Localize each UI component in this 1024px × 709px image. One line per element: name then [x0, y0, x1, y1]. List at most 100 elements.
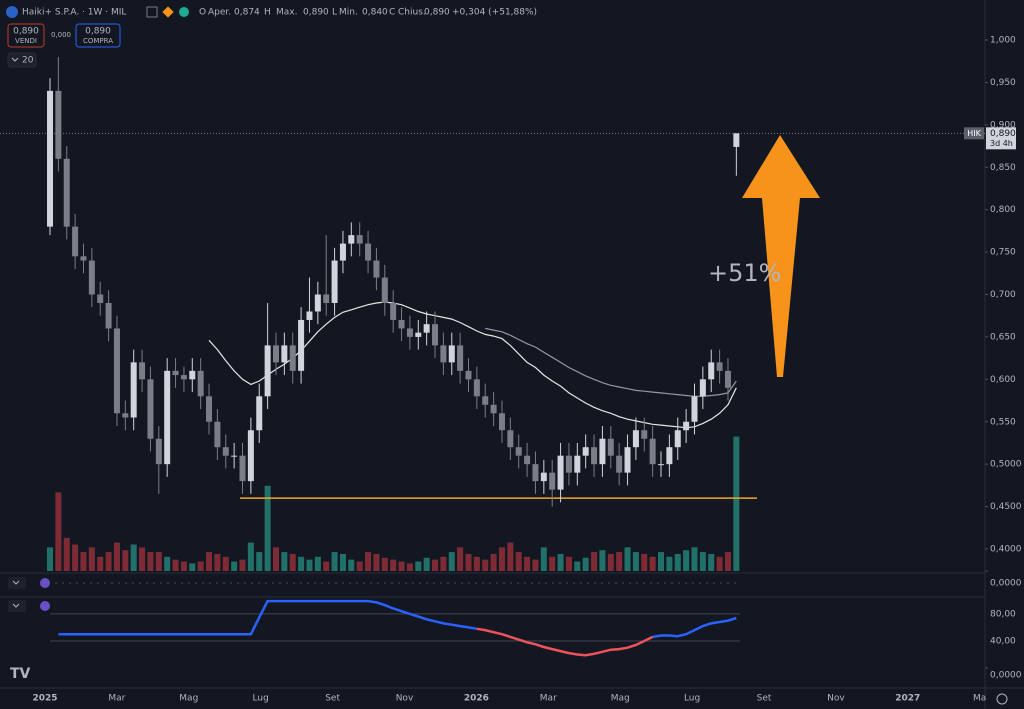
interval-toggle[interactable] — [7, 52, 37, 68]
volume-bar — [607, 553, 614, 571]
candle-body — [540, 472, 547, 482]
candle-body — [130, 362, 137, 418]
y-tick-label: 0,0000 — [990, 579, 1022, 589]
volume-bar — [373, 553, 380, 571]
candle-body — [306, 311, 313, 320]
candle-body — [708, 362, 715, 380]
candle-body — [139, 362, 146, 380]
settings-icon[interactable] — [996, 693, 1008, 705]
y-tick-label: 0,4500 — [990, 502, 1022, 512]
candle-body — [105, 302, 112, 329]
candle-body — [348, 235, 355, 244]
volume-bar — [231, 561, 238, 571]
volume-bar — [490, 553, 497, 571]
volume-bar — [122, 550, 129, 571]
candle-body — [649, 438, 656, 465]
icon[interactable] — [179, 7, 189, 17]
volume-bar — [582, 557, 589, 571]
volume-bar — [415, 561, 422, 571]
volume-bar — [272, 547, 279, 571]
candle-body — [97, 294, 104, 303]
ohlc-label: Chius. — [398, 8, 426, 18]
icon[interactable] — [146, 6, 158, 18]
volume-bar — [498, 547, 505, 571]
candle-body — [239, 455, 246, 482]
candle-body — [674, 430, 681, 448]
y-tick-label: 80,00 — [990, 609, 1016, 619]
candle-body — [390, 302, 397, 320]
indicator-icon[interactable] — [40, 601, 50, 611]
buy-label: COMPRA — [83, 37, 113, 45]
interval: 20 — [22, 56, 34, 66]
candle-body — [716, 362, 723, 371]
volume-bar — [457, 547, 464, 571]
candle-body — [549, 472, 556, 490]
candle-body — [457, 345, 464, 371]
candle-body — [55, 90, 62, 159]
candle-body — [607, 438, 614, 456]
y-tick-label: 0,550 — [990, 417, 1016, 427]
candle-body — [356, 235, 363, 244]
candle-body — [658, 464, 665, 466]
spread: 0,000 — [51, 31, 71, 39]
volume-bar — [381, 557, 388, 571]
volume-bar — [532, 559, 539, 571]
volume-bar — [515, 552, 522, 571]
candle-body — [490, 404, 497, 414]
y-tick-label: 0,600 — [990, 375, 1016, 385]
volume-bar — [465, 553, 472, 571]
ohlc-value: 0,840 — [362, 8, 388, 18]
candle-body — [88, 260, 95, 295]
x-tick-label: 2027 — [895, 694, 920, 704]
sell-button[interactable] — [7, 23, 45, 48]
volume-bar — [440, 556, 447, 571]
candle-body — [724, 370, 731, 388]
y-tick-label: 0,800 — [990, 205, 1016, 215]
volume-bar — [97, 556, 104, 571]
volume-bar — [306, 559, 313, 571]
volume-bar — [683, 550, 690, 571]
candle-body — [574, 455, 581, 473]
candle-body — [189, 370, 196, 380]
volume-bar — [540, 547, 547, 571]
price-tag-label: 0,890 — [990, 129, 1016, 139]
volume-bar — [180, 561, 187, 571]
y-tick-label: 0,700 — [990, 290, 1016, 300]
y-tick-label: 0,750 — [990, 248, 1016, 258]
candle-body — [432, 324, 439, 346]
ohlc-value: 0,890 — [303, 8, 329, 18]
candle-body — [289, 345, 296, 371]
arrow — [742, 135, 820, 377]
candle-body — [465, 370, 472, 380]
candle-body — [515, 447, 522, 456]
volume-bar — [482, 559, 489, 571]
candle-body — [683, 421, 690, 431]
x-tick-label: Mar — [540, 694, 557, 704]
ohlc-label: Max. — [276, 8, 297, 18]
oscillator-line — [476, 627, 654, 657]
x-tick-label: Nov — [827, 694, 845, 704]
ohlc-label: C — [389, 8, 395, 18]
candle-body — [691, 396, 698, 422]
candle-body — [222, 447, 229, 456]
candle-body — [599, 438, 606, 465]
candle-body — [47, 90, 53, 227]
volume-bar — [406, 563, 413, 571]
y-tick-label: 0,950 — [990, 78, 1016, 88]
oscillator-line — [58, 599, 737, 639]
indicator-icon[interactable] — [40, 578, 50, 588]
candle-body — [122, 413, 129, 418]
candle-body — [298, 319, 305, 371]
candle-body — [80, 256, 87, 261]
buy-button[interactable] — [75, 23, 121, 48]
volume-bar — [164, 556, 171, 571]
candle-body — [180, 375, 187, 380]
volume-bar — [666, 556, 673, 571]
candle-body — [339, 243, 346, 261]
price-tag — [986, 127, 1016, 150]
symbol-title: Haiki+ S.P.A. · 1W · MIL — [22, 8, 126, 18]
candle-body — [272, 345, 279, 363]
candle-body — [482, 396, 489, 405]
